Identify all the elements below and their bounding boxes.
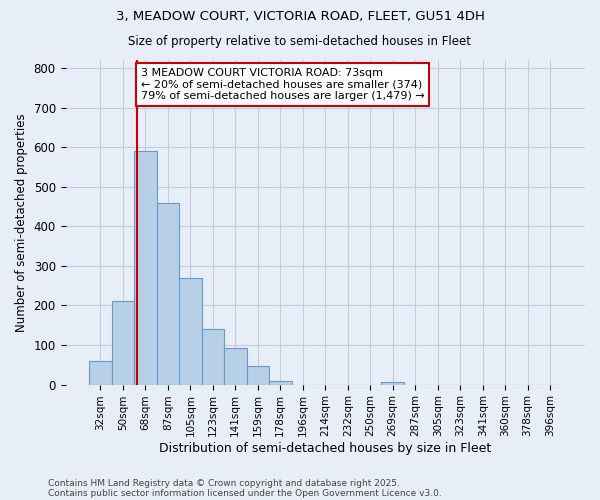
Bar [247,366,269,384]
Bar [89,361,112,384]
X-axis label: Distribution of semi-detached houses by size in Fleet: Distribution of semi-detached houses by … [159,442,491,455]
Text: 3 MEADOW COURT VICTORIA ROAD: 73sqm
← 20% of semi-detached houses are smaller (3: 3 MEADOW COURT VICTORIA ROAD: 73sqm ← 20… [141,68,425,101]
Bar [202,329,224,384]
Bar [134,151,157,384]
Bar [382,382,404,384]
Text: 3, MEADOW COURT, VICTORIA ROAD, FLEET, GU51 4DH: 3, MEADOW COURT, VICTORIA ROAD, FLEET, G… [116,10,484,23]
Y-axis label: Number of semi-detached properties: Number of semi-detached properties [15,113,28,332]
Text: Size of property relative to semi-detached houses in Fleet: Size of property relative to semi-detach… [128,35,472,48]
Text: Contains HM Land Registry data © Crown copyright and database right 2025.: Contains HM Land Registry data © Crown c… [48,478,400,488]
Bar [224,348,247,385]
Bar [179,278,202,384]
Bar [269,382,292,384]
Text: Contains public sector information licensed under the Open Government Licence v3: Contains public sector information licen… [48,488,442,498]
Bar [157,202,179,384]
Bar [112,302,134,384]
